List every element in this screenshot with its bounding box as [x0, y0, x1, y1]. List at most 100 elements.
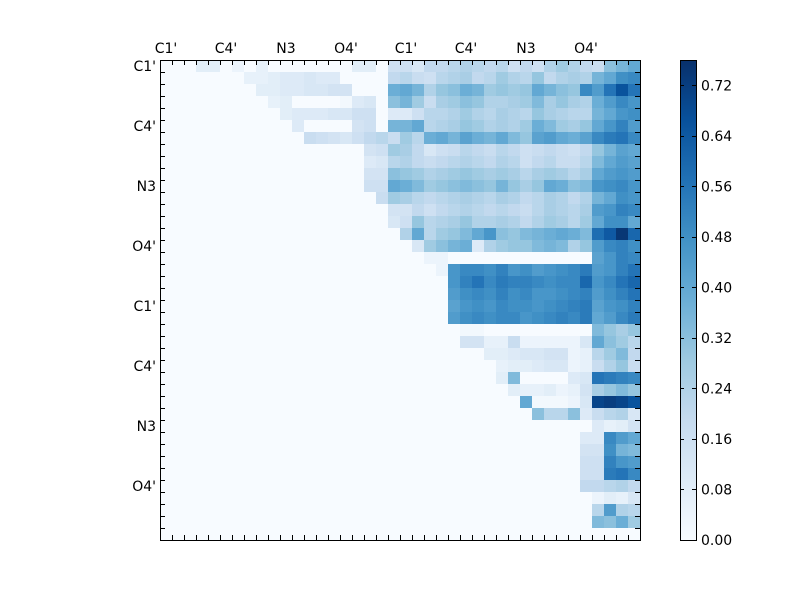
heatmap-cell: [436, 276, 449, 289]
heatmap-cell: [472, 108, 485, 121]
heatmap-cell: [172, 516, 185, 529]
heatmap-cell: [184, 324, 197, 337]
heatmap-cell: [448, 120, 461, 133]
heatmap-cell: [580, 252, 593, 265]
heatmap-cell: [244, 444, 257, 457]
heatmap-cell: [484, 240, 497, 253]
heatmap-cell: [364, 384, 377, 397]
heatmap-cell: [520, 432, 533, 445]
heatmap-cell: [184, 84, 197, 97]
heatmap-cell: [532, 348, 545, 361]
heatmap-cell: [604, 492, 617, 505]
heatmap-cell: [544, 336, 557, 349]
heatmap-cell: [448, 480, 461, 493]
heatmap-cell: [352, 120, 365, 133]
heatmap-cell: [496, 96, 509, 109]
heatmap-cell: [568, 276, 581, 289]
heatmap-cell: [544, 144, 557, 157]
heatmap-cell: [244, 420, 257, 433]
heatmap-cell: [304, 432, 317, 445]
heatmap-cell: [448, 192, 461, 205]
heatmap-cell: [160, 228, 173, 241]
heatmap-cell: [316, 468, 329, 481]
heatmap-cell: [568, 336, 581, 349]
heatmap-cell: [292, 216, 305, 229]
heatmap-cell: [220, 180, 233, 193]
heatmap-cell: [604, 168, 617, 181]
heatmap-cell: [544, 348, 557, 361]
heatmap-cell: [472, 144, 485, 157]
heatmap-cell: [568, 396, 581, 409]
heatmap-cell: [520, 96, 533, 109]
heatmap-cell: [364, 216, 377, 229]
heatmap-cell: [220, 312, 233, 325]
heatmap-cell: [172, 240, 185, 253]
heatmap-cell: [304, 516, 317, 529]
heatmap-cell: [172, 264, 185, 277]
heatmap-cell: [184, 420, 197, 433]
heatmap-cell: [460, 516, 473, 529]
heatmap-cell: [256, 300, 269, 313]
heatmap-cell: [280, 288, 293, 301]
heatmap-cell: [340, 324, 353, 337]
heatmap-cell: [292, 444, 305, 457]
heatmap-cell: [400, 168, 413, 181]
heatmap-cell: [580, 216, 593, 229]
heatmap-cell: [244, 264, 257, 277]
heatmap-cell: [316, 432, 329, 445]
heatmap-cell: [232, 516, 245, 529]
heatmap-cell: [508, 516, 521, 529]
heatmap-cell: [244, 276, 257, 289]
heatmap-cell: [520, 264, 533, 277]
heatmap-cell: [412, 360, 425, 373]
heatmap-cell: [340, 504, 353, 517]
heatmap-cell: [316, 276, 329, 289]
heatmap-cell: [424, 456, 437, 469]
heatmap-cell: [400, 336, 413, 349]
heatmap-cell: [616, 288, 629, 301]
heatmap-cell: [568, 516, 581, 529]
heatmap-cell: [508, 468, 521, 481]
heatmap-cell: [256, 528, 269, 541]
heatmap-cell: [256, 276, 269, 289]
heatmap-cell: [256, 228, 269, 241]
heatmap-cell: [616, 204, 629, 217]
heatmap-cell: [544, 432, 557, 445]
heatmap-cell: [328, 384, 341, 397]
heatmap-cell: [244, 108, 257, 121]
heatmap-cell: [628, 516, 641, 529]
heatmap-cell: [424, 528, 437, 541]
heatmap-cell: [472, 228, 485, 241]
heatmap-cell: [604, 156, 617, 169]
heatmap-cell: [436, 348, 449, 361]
heatmap-cell: [364, 84, 377, 97]
heatmap-cell: [436, 324, 449, 337]
heatmap-cell: [400, 348, 413, 361]
heatmap-cell: [448, 252, 461, 265]
heatmap-cell: [544, 180, 557, 193]
heatmap-cell: [520, 372, 533, 385]
heatmap-cell: [556, 480, 569, 493]
heatmap-cell: [532, 216, 545, 229]
heatmap-cell: [364, 252, 377, 265]
heatmap-cell: [412, 180, 425, 193]
heatmap-cell: [460, 168, 473, 181]
heatmap-cell: [160, 132, 173, 145]
heatmap-cell: [556, 240, 569, 253]
heatmap-cell: [220, 204, 233, 217]
heatmap-cell: [352, 228, 365, 241]
heatmap-cell: [448, 348, 461, 361]
heatmap-cell: [268, 444, 281, 457]
heatmap-cell: [244, 384, 257, 397]
heatmap-cell: [232, 528, 245, 541]
heatmap-cell: [232, 252, 245, 265]
heatmap-cell: [556, 444, 569, 457]
heatmap-cell: [460, 456, 473, 469]
heatmap-cell: [268, 240, 281, 253]
heatmap-cell: [508, 288, 521, 301]
heatmap-cell: [592, 384, 605, 397]
heatmap-cell: [184, 480, 197, 493]
heatmap-cell: [604, 504, 617, 517]
heatmap-cell: [388, 216, 401, 229]
heatmap-cell: [448, 516, 461, 529]
